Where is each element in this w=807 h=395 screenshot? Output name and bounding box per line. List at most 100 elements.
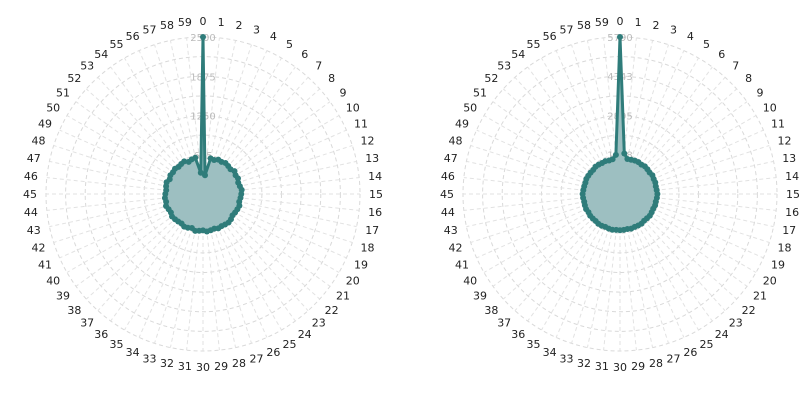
angle-label: 0 (617, 15, 624, 28)
grid-spoke (619, 40, 654, 195)
angle-label: 54 (94, 48, 108, 61)
grid-spoke (619, 101, 748, 195)
grid-spoke (619, 76, 726, 195)
angle-label: 24 (715, 328, 729, 341)
angle-label: 34 (126, 346, 140, 359)
angle-label: 41 (38, 258, 52, 271)
angle-label: 45 (440, 188, 454, 201)
angle-label: 33 (560, 353, 574, 366)
grid-spoke (492, 101, 621, 195)
grid-spoke (202, 193, 360, 211)
grid-spoke (619, 193, 726, 312)
grid-spoke (85, 193, 204, 300)
angle-label: 35 (527, 338, 541, 351)
angle-label: 15 (369, 188, 383, 201)
angle-label: 17 (782, 224, 796, 237)
angle-label: 5 (703, 38, 710, 51)
angle-label: 49 (455, 118, 469, 131)
grid-spoke (202, 76, 309, 195)
angle-label: 20 (346, 275, 360, 288)
grid-spoke (53, 145, 204, 195)
grid-spoke (169, 40, 204, 195)
angle-label: 40 (46, 275, 60, 288)
angle-label: 6 (301, 48, 308, 61)
grid-spoke (154, 193, 204, 344)
grid-spoke (483, 115, 621, 195)
angle-label: 1 (218, 16, 225, 29)
grid-spoke (202, 160, 357, 195)
radar-chart-1: 0625125018752500012345678910111213141516… (23, 15, 383, 374)
angle-label: 9 (340, 86, 347, 99)
grid-spoke (154, 44, 204, 195)
angle-label: 5 (286, 38, 293, 51)
angle-label: 59 (178, 16, 192, 29)
grid-spoke (483, 193, 621, 273)
angle-label: 0 (200, 15, 207, 28)
angle-label: 35 (110, 338, 124, 351)
angle-label: 16 (785, 206, 799, 219)
grid-spoke (619, 145, 770, 195)
angle-label: 6 (718, 48, 725, 61)
angle-label: 23 (312, 317, 326, 330)
angle-label: 27 (250, 353, 264, 366)
grid-spoke (619, 44, 669, 195)
grid-spoke (202, 88, 321, 195)
angle-label: 24 (298, 328, 312, 341)
grid-spoke (619, 193, 699, 331)
grid-spoke (59, 193, 204, 259)
grid-spoke (202, 177, 360, 195)
data-point (617, 34, 623, 40)
grid-spoke (124, 193, 204, 331)
angle-label: 37 (80, 317, 94, 330)
grid-spoke (75, 193, 204, 287)
angle-label: 30 (613, 361, 627, 374)
grid-spoke (110, 193, 204, 322)
angle-label: 28 (232, 357, 246, 370)
angle-label: 57 (560, 24, 574, 37)
angle-label: 2 (236, 19, 243, 32)
angle-label: 26 (266, 346, 280, 359)
angle-label: 36 (94, 328, 108, 341)
angle-label: 45 (23, 188, 37, 201)
angle-label: 3 (253, 24, 260, 37)
grid-spoke (202, 40, 237, 195)
angle-label: 42 (449, 242, 463, 255)
grid-spoke (97, 76, 204, 195)
grid-spoke (49, 193, 204, 228)
data-point (621, 150, 628, 157)
angle-label: 38 (484, 304, 498, 317)
angle-label: 46 (24, 170, 38, 183)
grid-spoke (202, 193, 282, 331)
grid-spoke (527, 193, 621, 322)
angle-label: 53 (497, 59, 511, 72)
angle-label: 14 (785, 170, 799, 183)
angle-label: 58 (577, 19, 591, 32)
angle-label: 47 (27, 152, 41, 165)
grid-spoke (59, 129, 204, 195)
grid-spoke (186, 37, 204, 195)
angle-label: 27 (667, 353, 681, 366)
angle-label: 20 (763, 275, 777, 288)
angle-label: 44 (24, 206, 38, 219)
angle-label: 30 (196, 361, 210, 374)
grid-spoke (169, 193, 204, 348)
angle-label: 12 (361, 135, 375, 148)
grid-spoke (571, 193, 621, 344)
grid-spoke (619, 193, 764, 259)
grid-spoke (46, 193, 204, 211)
grid-spoke (619, 37, 637, 195)
angle-label: 28 (649, 357, 663, 370)
grid-spoke (619, 57, 699, 195)
grid-spoke (124, 57, 204, 195)
angle-label: 23 (729, 317, 743, 330)
angle-label: 43 (27, 224, 41, 237)
angle-label: 26 (683, 346, 697, 359)
grid-spoke (586, 40, 621, 195)
grid-spoke (202, 50, 268, 195)
angle-label: 8 (328, 72, 335, 85)
grid-spoke (586, 193, 621, 348)
grid-spoke (202, 193, 309, 312)
angle-label: 32 (577, 357, 591, 370)
grid-spoke (202, 193, 296, 322)
